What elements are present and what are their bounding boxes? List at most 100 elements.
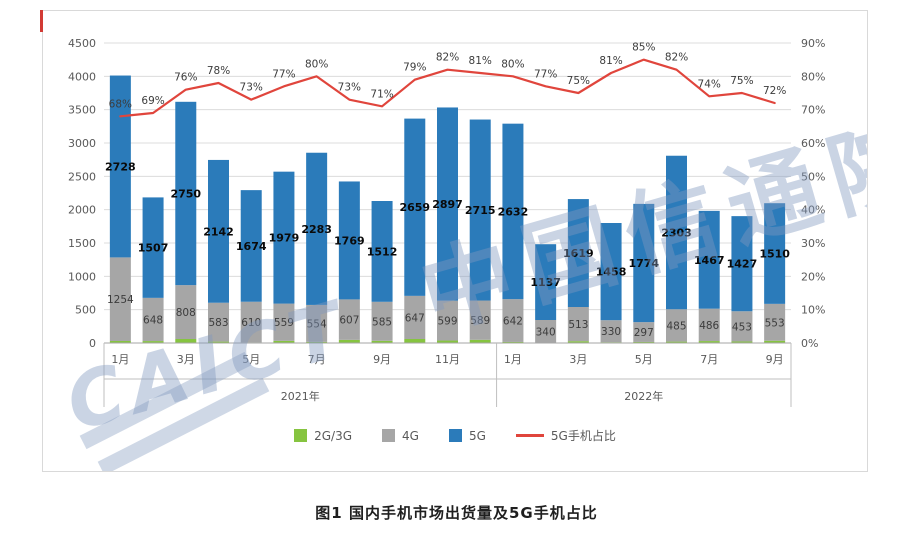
- svg-text:4500: 4500: [68, 37, 96, 50]
- legend-swatch-2g3g: [294, 429, 308, 442]
- svg-text:1254: 1254: [107, 294, 134, 306]
- svg-text:7月: 7月: [700, 353, 718, 366]
- svg-text:85%: 85%: [632, 42, 655, 54]
- svg-text:60%: 60%: [801, 137, 825, 150]
- svg-text:554: 554: [307, 318, 327, 330]
- svg-text:4000: 4000: [68, 70, 96, 83]
- svg-text:10%: 10%: [801, 304, 825, 317]
- svg-text:0%: 0%: [801, 337, 818, 350]
- svg-text:1427: 1427: [727, 258, 758, 271]
- svg-text:2022年: 2022年: [624, 389, 663, 403]
- svg-text:5月: 5月: [635, 353, 653, 366]
- bars-layer: [109, 75, 786, 343]
- svg-text:648: 648: [143, 314, 163, 326]
- svg-text:71%: 71%: [370, 88, 393, 100]
- svg-text:589: 589: [470, 315, 490, 327]
- svg-text:500: 500: [75, 304, 96, 317]
- svg-text:1467: 1467: [694, 254, 725, 267]
- legend-swatch-5g-share: [515, 434, 544, 437]
- svg-text:75%: 75%: [730, 75, 753, 87]
- svg-text:9月: 9月: [373, 353, 391, 366]
- svg-text:607: 607: [339, 315, 359, 327]
- svg-text:330: 330: [601, 326, 621, 338]
- svg-text:76%: 76%: [174, 72, 197, 84]
- svg-text:3500: 3500: [68, 104, 96, 117]
- svg-text:2659: 2659: [399, 201, 430, 214]
- legend-item-5g-share: 5G手机占比: [515, 427, 616, 444]
- svg-text:2750: 2750: [170, 187, 201, 200]
- svg-text:1510: 1510: [759, 248, 790, 261]
- svg-text:297: 297: [634, 327, 654, 339]
- svg-text:72%: 72%: [763, 85, 786, 97]
- red-accent-mark: [40, 10, 43, 32]
- svg-text:80%: 80%: [501, 58, 524, 70]
- svg-text:3月: 3月: [177, 353, 195, 366]
- svg-text:2897: 2897: [432, 198, 463, 211]
- svg-text:485: 485: [666, 320, 686, 332]
- legend-item-4g: 4G: [382, 429, 419, 443]
- svg-text:1000: 1000: [68, 270, 96, 283]
- svg-text:599: 599: [437, 316, 457, 328]
- svg-text:1507: 1507: [138, 242, 169, 255]
- figure-caption: 图1 国内手机市场出货量及5G手机占比: [315, 504, 598, 522]
- svg-text:3月: 3月: [569, 353, 587, 366]
- svg-text:486: 486: [699, 320, 719, 332]
- svg-text:3000: 3000: [68, 137, 96, 150]
- svg-text:559: 559: [274, 317, 294, 329]
- svg-text:82%: 82%: [436, 52, 459, 64]
- svg-text:0: 0: [89, 337, 96, 350]
- svg-text:2283: 2283: [301, 223, 332, 236]
- svg-text:82%: 82%: [665, 52, 688, 64]
- svg-text:1774: 1774: [628, 257, 659, 270]
- svg-text:1619: 1619: [563, 247, 594, 260]
- legend-item-2g3g: 2G/3G: [294, 429, 352, 443]
- svg-text:2000: 2000: [68, 204, 96, 217]
- svg-text:1137: 1137: [530, 276, 561, 289]
- svg-text:1979: 1979: [269, 232, 300, 245]
- svg-text:1月: 1月: [111, 353, 129, 366]
- svg-text:90%: 90%: [801, 37, 825, 50]
- svg-text:81%: 81%: [599, 55, 622, 67]
- svg-text:2632: 2632: [498, 205, 529, 218]
- svg-text:80%: 80%: [305, 58, 328, 70]
- svg-text:68%: 68%: [109, 98, 132, 110]
- svg-text:69%: 69%: [141, 95, 164, 107]
- svg-text:2021年: 2021年: [281, 389, 320, 403]
- svg-text:75%: 75%: [567, 75, 590, 87]
- svg-text:1769: 1769: [334, 234, 365, 247]
- legend-item-5g: 5G: [448, 428, 486, 443]
- svg-text:1500: 1500: [68, 237, 96, 250]
- svg-text:583: 583: [208, 317, 228, 329]
- svg-text:77%: 77%: [272, 68, 295, 80]
- svg-text:80%: 80%: [801, 70, 825, 83]
- svg-text:642: 642: [503, 316, 523, 328]
- legend-label-5g: 5G: [468, 428, 486, 443]
- svg-text:513: 513: [568, 319, 588, 331]
- svg-text:453: 453: [732, 321, 752, 333]
- shipment-combo-chart: 4500 4000 3500 3000 2500 2000 1500 1000 500 0 90% 8…: [68, 37, 825, 407]
- svg-text:2715: 2715: [465, 204, 496, 217]
- svg-text:81%: 81%: [469, 55, 492, 67]
- svg-text:1458: 1458: [596, 266, 627, 279]
- svg-text:1674: 1674: [236, 240, 267, 253]
- legend-label-4g: 4G: [402, 428, 419, 443]
- svg-text:70%: 70%: [801, 104, 825, 117]
- svg-text:74%: 74%: [698, 78, 721, 90]
- svg-text:73%: 73%: [338, 82, 361, 94]
- svg-text:7月: 7月: [308, 353, 326, 366]
- svg-text:20%: 20%: [801, 270, 825, 283]
- labels-layer: 1254 2728 648 1507 808 2750 583 2142 610 1674 559 1…: [105, 42, 790, 339]
- svg-text:79%: 79%: [403, 62, 426, 74]
- svg-text:1月: 1月: [504, 353, 522, 366]
- svg-text:40%: 40%: [801, 204, 825, 217]
- legend-swatch-5g: [448, 429, 462, 442]
- svg-text:30%: 30%: [801, 237, 825, 250]
- svg-text:2728: 2728: [105, 160, 136, 173]
- svg-text:73%: 73%: [240, 82, 263, 94]
- legend-label-5g-share: 5G手机占比: [550, 429, 616, 443]
- svg-text:78%: 78%: [207, 65, 230, 77]
- legend-label-2g3g: 2G/3G: [314, 428, 353, 443]
- chart-legend: 2G/3G 4G 5G 5G手机占比: [43, 427, 867, 444]
- svg-text:647: 647: [405, 312, 425, 324]
